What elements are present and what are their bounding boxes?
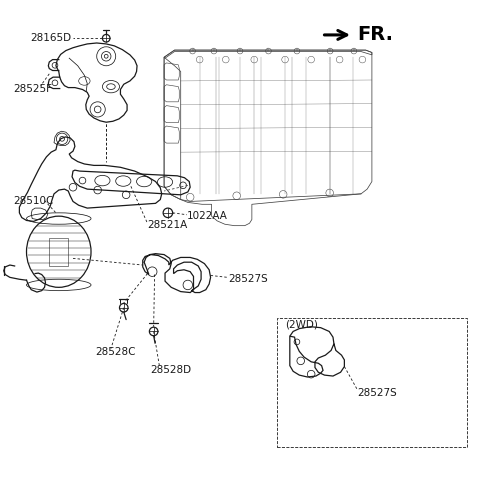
Text: 28165D: 28165D: [30, 33, 72, 43]
Text: 1022AA: 1022AA: [187, 211, 228, 221]
Text: 28510C: 28510C: [13, 196, 54, 206]
Text: 28527S: 28527S: [358, 388, 397, 398]
Text: (2WD): (2WD): [285, 320, 318, 330]
Text: 28528D: 28528D: [150, 366, 191, 375]
Text: 28525F: 28525F: [13, 83, 52, 93]
Text: 28521A: 28521A: [147, 220, 188, 230]
Text: 28528C: 28528C: [96, 347, 136, 357]
Text: FR.: FR.: [358, 25, 394, 44]
Text: 28527S: 28527S: [228, 274, 268, 284]
